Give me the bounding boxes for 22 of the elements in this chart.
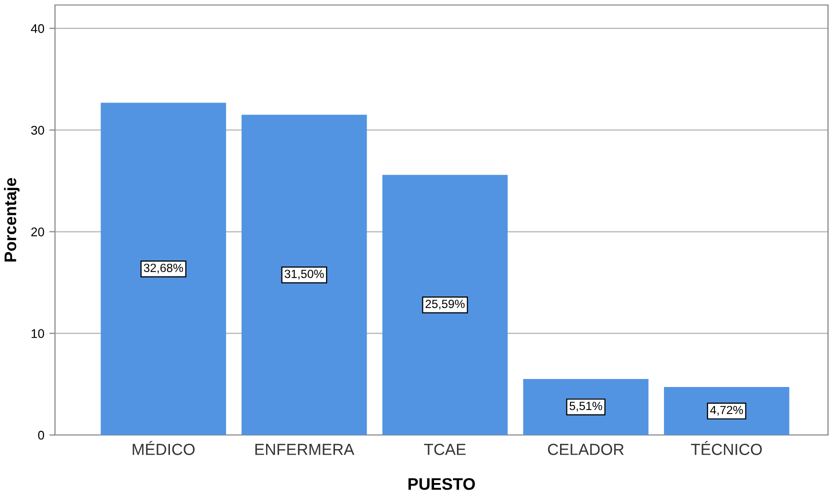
bar [100,102,226,435]
bar [523,378,648,435]
data-label: 5,51% [570,402,602,412]
y-tick-label: 10 [32,329,44,338]
x-tick-label: TCAE [424,444,466,456]
y-tick-label: 30 [31,126,44,135]
x-axis-title: PUESTO [408,478,475,490]
data-label: 31,50% [284,270,324,280]
y-tick-label: 40 [30,24,44,34]
bar [382,174,508,435]
data-label: 32,68% [144,264,184,274]
y-axis-title: Porcentaje [4,178,20,262]
x-tick-label: MÉDICO [132,441,195,456]
x-tick-label: CELADOR [548,444,624,456]
y-tick-label: 20 [31,227,44,236]
data-label: 25,59% [426,300,465,310]
x-tick-label: TÉCNICO [691,441,762,456]
data-label: 4,72% [710,406,743,416]
bar [664,387,790,435]
x-tick-label: ENFERMERA [255,444,354,455]
y-tick-label: 0 [38,430,44,440]
bar [242,114,367,435]
